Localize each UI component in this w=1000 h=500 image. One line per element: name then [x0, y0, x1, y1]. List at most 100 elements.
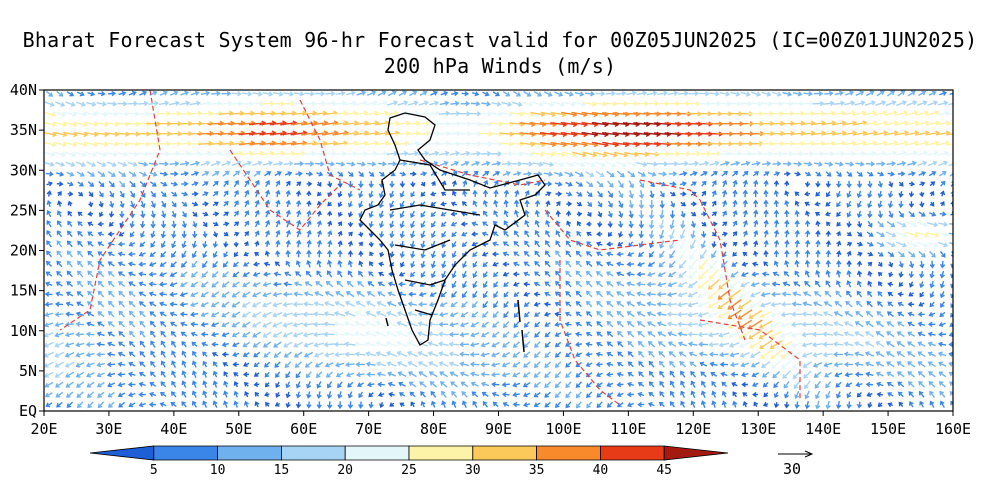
- wind-vector: [742, 189, 748, 198]
- wind-vector: [210, 160, 221, 167]
- wind-vector: [77, 401, 84, 409]
- wind-vector: [748, 310, 763, 319]
- wind-vector: [470, 332, 480, 338]
- wind-vector: [399, 200, 405, 208]
- wind-vector: [711, 200, 717, 207]
- wind-vector: [347, 201, 353, 208]
- wind-vector: [815, 249, 821, 258]
- wind-vector: [231, 291, 241, 298]
- wind-vector: [782, 370, 791, 379]
- wind-vector: [763, 189, 769, 198]
- wind-vector: [191, 240, 198, 249]
- wind-vector: [627, 361, 634, 368]
- wind-vector: [293, 351, 303, 358]
- wind-vector: [575, 290, 582, 298]
- wind-vector: [117, 392, 126, 398]
- wind-vector: [680, 210, 686, 218]
- wind-vector: [811, 331, 823, 338]
- wind-vector: [884, 140, 899, 146]
- wind-vector: [344, 310, 356, 317]
- wind-vector: [368, 271, 374, 277]
- wind-vector: [44, 291, 53, 297]
- wind-vector: [148, 401, 157, 408]
- wind-vector: [587, 201, 592, 208]
- wind-vector: [946, 133, 953, 136]
- wind-vector: [441, 260, 447, 269]
- wind-vector: [251, 301, 262, 308]
- wind-vector: [565, 181, 573, 187]
- wind-vector: [242, 352, 250, 358]
- wind-vector: [138, 161, 149, 167]
- wind-vector: [826, 221, 831, 227]
- wind-vector: [159, 311, 167, 317]
- wind-vector: [264, 171, 272, 177]
- wind-vector: [669, 210, 676, 219]
- wind-vector: [710, 171, 718, 177]
- wind-vector: [337, 171, 344, 177]
- wind-vector: [493, 281, 499, 288]
- wind-vector: [707, 289, 720, 299]
- wind-vector: [365, 361, 376, 367]
- wind-vector: [595, 351, 603, 357]
- wind-vector: [897, 381, 905, 388]
- wind-vector: [67, 210, 73, 217]
- wind-vector: [773, 239, 780, 248]
- wind-vector: [887, 301, 894, 307]
- wind-vector: [927, 100, 939, 106]
- wind-vector: [658, 401, 665, 408]
- wind-vector: [929, 211, 937, 217]
- wind-vector: [67, 220, 73, 227]
- wind-vector: [66, 250, 73, 258]
- wind-vector: [784, 391, 789, 399]
- wind-vector: [867, 210, 873, 219]
- wind-vector: [44, 322, 54, 328]
- wind-vector: [406, 140, 420, 146]
- wind-vector: [647, 261, 656, 267]
- wind-vector: [769, 330, 783, 339]
- wind-vector: [576, 201, 583, 207]
- wind-vector: [729, 352, 740, 358]
- wind-vector: [564, 331, 572, 338]
- wind-vector: [669, 360, 676, 368]
- wind-vector: [596, 331, 603, 337]
- wind-vector: [846, 401, 852, 409]
- wind-vector: [784, 171, 791, 177]
- colorbar-swatch: [344, 445, 410, 461]
- wind-vector: [596, 321, 603, 328]
- wind-vector: [564, 321, 572, 327]
- wind-vector: [386, 361, 397, 367]
- wind-vector: [263, 261, 271, 267]
- wind-vector: [898, 191, 904, 198]
- wind-vector: [544, 391, 551, 398]
- wind-vector: [825, 400, 831, 410]
- wind-vector: [419, 381, 427, 388]
- wind-vector: [503, 301, 509, 308]
- wind-vector: [575, 371, 582, 378]
- wind-vector: [865, 381, 873, 388]
- wind-vector: [543, 301, 551, 307]
- wind-vector: [107, 331, 115, 337]
- wind-vector: [908, 391, 915, 398]
- wind-vector: [897, 251, 905, 258]
- wind-vector: [565, 381, 572, 389]
- wind-vector: [232, 342, 240, 348]
- wind-vector: [53, 141, 67, 148]
- wind-vector: [472, 251, 478, 258]
- wind-vector: [212, 241, 219, 249]
- wind-vector: [948, 102, 953, 106]
- wind-vector: [243, 381, 249, 387]
- wind-vector: [430, 260, 436, 269]
- wind-vector: [773, 219, 780, 228]
- wind-vector: [55, 281, 63, 287]
- wind-vector: [396, 311, 408, 317]
- border-line: [299, 99, 361, 191]
- wind-vector: [906, 100, 918, 107]
- wind-vector: [96, 351, 105, 358]
- wind-vector: [836, 180, 842, 189]
- wind-vector: [356, 382, 364, 388]
- wind-vector: [202, 231, 208, 239]
- wind-vector: [939, 260, 946, 269]
- wind-vector: [544, 250, 551, 258]
- wind-vector: [396, 140, 410, 146]
- wind-vector: [161, 200, 167, 208]
